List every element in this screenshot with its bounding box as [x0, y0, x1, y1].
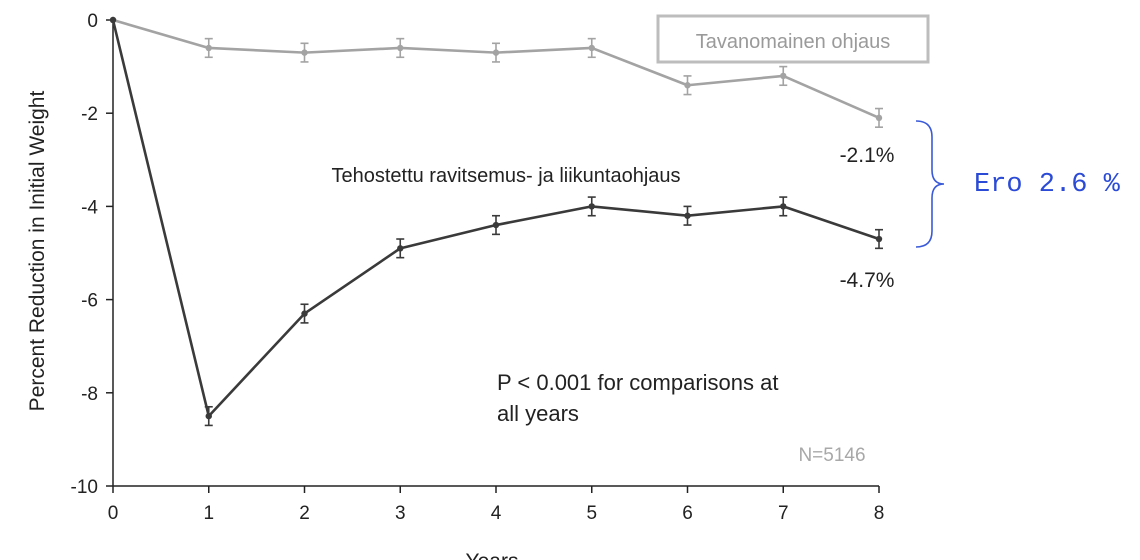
difference-label: Ero 2.6 %	[974, 170, 1121, 200]
x-tick-label: 6	[682, 503, 693, 524]
data-point	[588, 203, 595, 210]
x-tick-label: 4	[491, 503, 502, 524]
x-tick-label: 0	[108, 503, 119, 524]
data-point	[301, 49, 308, 56]
data-point	[109, 16, 117, 24]
data-point	[205, 44, 212, 52]
x-tick-label: 1	[203, 503, 214, 524]
y-tick-label: -8	[81, 384, 98, 405]
data-point	[301, 310, 308, 317]
y-ticks: 0 -2 -4 -6 -8 -10	[71, 11, 113, 498]
data-point	[205, 412, 212, 420]
data-point	[780, 72, 787, 80]
data-point	[780, 203, 787, 210]
x-tick-label: 7	[778, 503, 789, 524]
x-axis-title: Years	[466, 550, 519, 560]
x-tick-label: 3	[395, 503, 406, 524]
data-point	[492, 49, 500, 56]
y-tick-label: -2	[81, 104, 98, 125]
p-value-annotation-line1: P < 0.001 for comparisons at	[497, 370, 778, 395]
series-layer	[109, 16, 883, 427]
y-tick-label: -10	[71, 477, 98, 498]
axes: 0 -2 -4 -6 -8 -10 0 1 2 3 4 5 6 7 8	[71, 11, 885, 524]
legend-box-usual-care	[656, 14, 930, 64]
x-tick-label: 2	[299, 503, 310, 524]
series-1	[109, 16, 883, 427]
data-point	[875, 235, 883, 243]
data-point	[875, 114, 883, 122]
data-point	[492, 221, 500, 229]
data-point	[684, 212, 691, 219]
y-tick-label: -4	[81, 197, 98, 218]
end-value-label-usual-care: -2.1%	[840, 144, 895, 167]
end-value-label-intensive: -4.7%	[840, 269, 895, 292]
series-label-intensive: Tehostettu ravitsemus- ja liikuntaohjaus	[331, 165, 680, 187]
p-value-annotation-line2: all years	[497, 401, 579, 426]
data-point	[684, 82, 691, 89]
data-point	[397, 44, 404, 52]
x-tick-label: 8	[874, 503, 885, 524]
data-point	[397, 245, 404, 252]
y-axis-title: Percent Reduction in Initial Weight	[26, 91, 49, 412]
x-ticks: 0 1 2 3 4 5 6 7 8	[108, 486, 885, 524]
y-tick-label: -6	[81, 291, 98, 312]
data-point	[588, 44, 595, 52]
legend-label-usual-care: Tavanomainen ohjaus	[696, 31, 891, 53]
sample-size-label: N=5146	[798, 445, 865, 466]
y-tick-label: 0	[87, 11, 98, 32]
series-0	[109, 16, 883, 128]
difference-bracket	[915, 120, 945, 248]
x-tick-label: 5	[586, 503, 597, 524]
